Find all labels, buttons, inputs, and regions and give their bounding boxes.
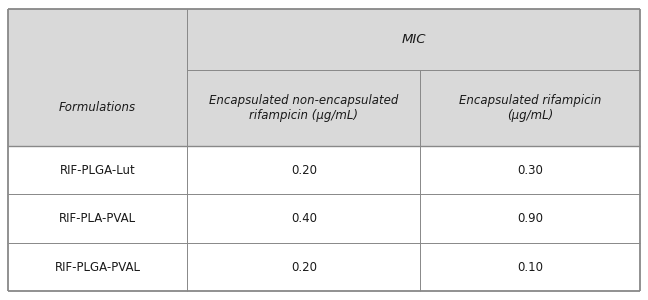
Text: 0.90: 0.90	[517, 212, 543, 225]
Bar	[8, 194, 187, 243]
Text: Encapsulated rifampicin
(μg/mL): Encapsulated rifampicin (μg/mL)	[459, 94, 601, 122]
Text: RIF-PLGA-Lut: RIF-PLGA-Lut	[60, 164, 135, 176]
Text: 0.30: 0.30	[517, 164, 543, 176]
Bar	[187, 194, 420, 243]
Text: 0.20: 0.20	[291, 164, 317, 176]
Text: MIC: MIC	[402, 33, 426, 46]
Bar	[187, 243, 420, 291]
Bar	[187, 70, 420, 146]
Text: 0.20: 0.20	[291, 260, 317, 274]
Text: 0.10: 0.10	[517, 260, 543, 274]
Text: RIF-PLA-PVAL: RIF-PLA-PVAL	[59, 212, 136, 225]
Bar	[8, 146, 187, 194]
Bar	[8, 9, 187, 70]
Bar	[187, 9, 640, 70]
Text: RIF-PLGA-PVAL: RIF-PLGA-PVAL	[54, 260, 141, 274]
Bar	[8, 70, 187, 146]
Bar	[420, 70, 640, 146]
Bar	[8, 243, 187, 291]
Text: Formulations: Formulations	[59, 101, 136, 114]
Bar	[187, 146, 420, 194]
Text: Encapsulated non-encapsulated
rifampicin (μg/mL): Encapsulated non-encapsulated rifampicin…	[209, 94, 399, 122]
Text: 0.40: 0.40	[291, 212, 317, 225]
Bar	[420, 243, 640, 291]
Bar	[420, 146, 640, 194]
Bar	[420, 194, 640, 243]
